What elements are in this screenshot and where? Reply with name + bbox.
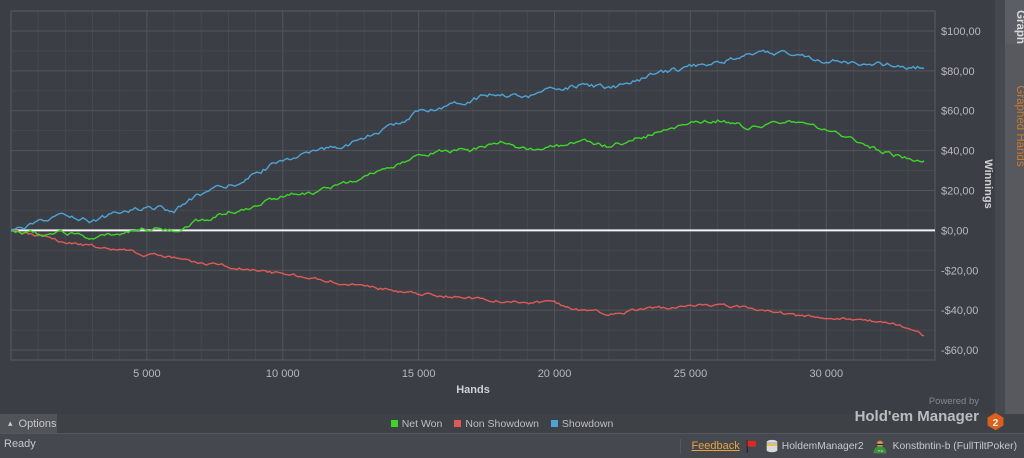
svg-text:15 000: 15 000 (402, 368, 436, 380)
svg-text:-$60,00: -$60,00 (941, 345, 978, 357)
svg-text:Hands: Hands (456, 384, 490, 396)
svg-text:-$40,00: -$40,00 (941, 305, 978, 317)
svg-text:5 000: 5 000 (133, 368, 161, 380)
svg-text:$60,00: $60,00 (941, 106, 975, 118)
svg-text:$20,00: $20,00 (941, 185, 975, 197)
svg-text:25 000: 25 000 (674, 368, 708, 380)
svg-text:$100,00: $100,00 (941, 26, 981, 38)
svg-text:$40,00: $40,00 (941, 146, 975, 158)
svg-text:-$20,00: -$20,00 (941, 265, 978, 277)
svg-text:$80,00: $80,00 (941, 66, 975, 78)
svg-text:10 000: 10 000 (266, 368, 300, 380)
svg-text:$0,00: $0,00 (941, 225, 969, 237)
svg-text:20 000: 20 000 (538, 368, 572, 380)
svg-text:30 000: 30 000 (809, 368, 843, 380)
